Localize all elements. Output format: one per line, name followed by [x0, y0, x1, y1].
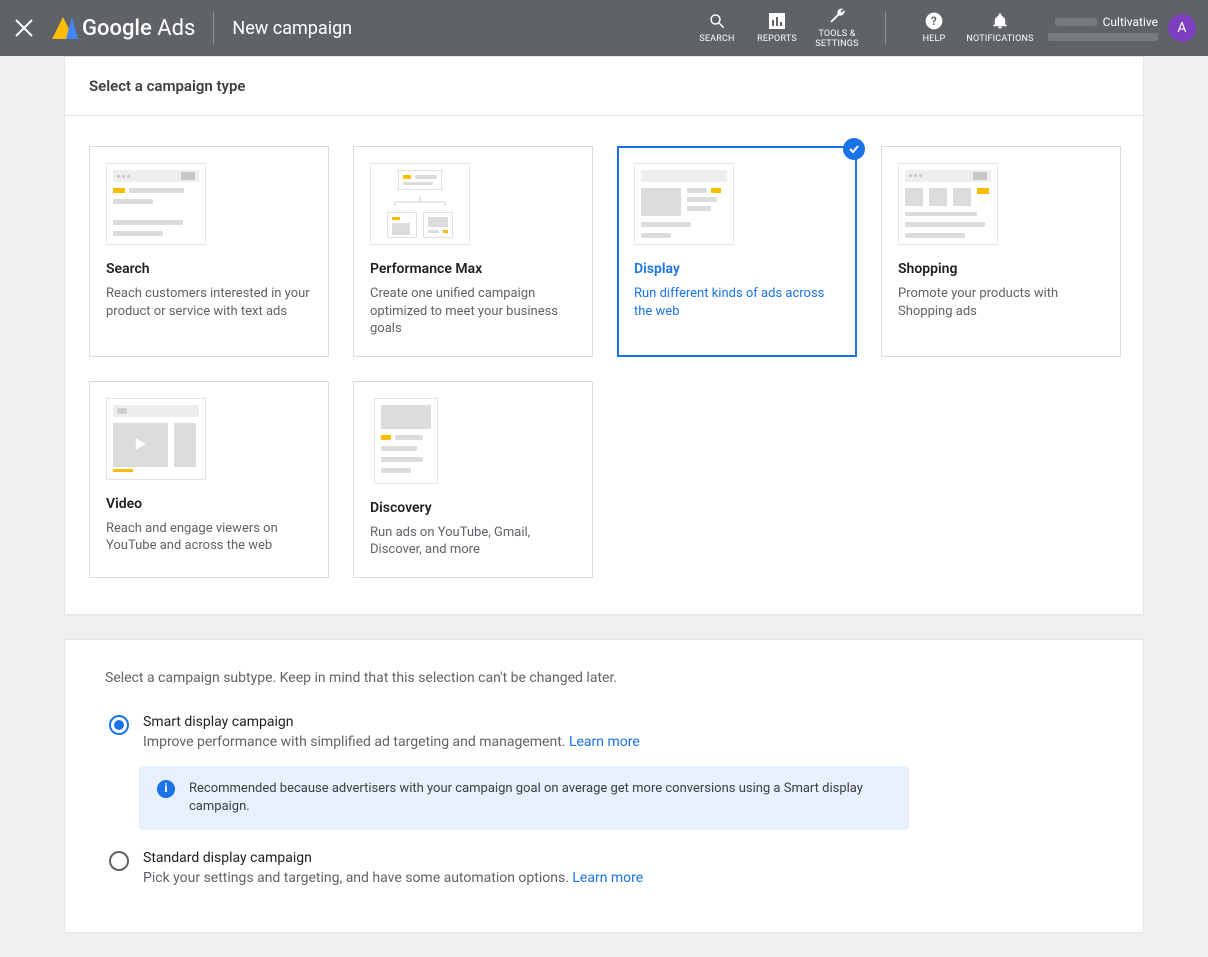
- subtype-option-standard[interactable]: Standard display campaign Pick your sett…: [109, 850, 1107, 886]
- card-title: Display: [634, 261, 840, 277]
- svg-text:?: ?: [931, 14, 937, 28]
- thumb-video: [106, 398, 206, 480]
- bell-icon: [991, 11, 1009, 31]
- notifications-button[interactable]: NOTIFICATIONS: [964, 11, 1036, 45]
- campaign-card-display[interactable]: Display Run different kinds of ads acros…: [617, 146, 857, 357]
- card-desc: Promote your products with Shopping ads: [898, 285, 1104, 320]
- reports-button[interactable]: REPORTS: [747, 11, 807, 45]
- radio-standard[interactable]: [109, 851, 129, 871]
- wrench-icon: [828, 6, 846, 26]
- brand-text: Google Ads: [82, 16, 195, 41]
- subtype-intro: Select a campaign subtype. Keep in mind …: [105, 670, 1107, 686]
- divider: [885, 12, 886, 44]
- card-title: Performance Max: [370, 261, 576, 277]
- account-info: Cultivative: [1048, 15, 1158, 41]
- thumb-search: [106, 163, 206, 245]
- card-title: Discovery: [370, 500, 576, 516]
- card-title: Search: [106, 261, 312, 277]
- brand-logo[interactable]: Google Ads: [48, 16, 195, 41]
- selected-check-icon: [843, 138, 865, 160]
- card-desc: Create one unified campaign optimized to…: [370, 285, 576, 338]
- learn-more-link[interactable]: Learn more: [569, 734, 640, 750]
- subtype-smart-title: Smart display campaign: [143, 714, 640, 730]
- search-label: SEARCH: [699, 35, 734, 45]
- close-icon[interactable]: [12, 16, 36, 40]
- recommendation-info: i Recommended because advertisers with y…: [139, 766, 909, 830]
- search-button[interactable]: SEARCH: [687, 11, 747, 45]
- account-switcher[interactable]: Cultivative A: [1048, 14, 1196, 42]
- learn-more-link[interactable]: Learn more: [572, 870, 643, 886]
- subtype-standard-title: Standard display campaign: [143, 850, 643, 866]
- card-title: Shopping: [898, 261, 1104, 277]
- account-name: Cultivative: [1103, 15, 1158, 29]
- card-desc: Reach customers interested in your produ…: [106, 285, 312, 320]
- divider: [213, 12, 214, 44]
- subtype-smart-desc: Improve performance with simplified ad t…: [143, 734, 640, 750]
- campaign-type-grid: Search Reach customers interested in you…: [65, 116, 1143, 614]
- notifications-label: NOTIFICATIONS: [966, 35, 1033, 45]
- help-label: HELP: [923, 35, 946, 45]
- tools-label: TOOLS & SETTINGS: [807, 30, 867, 50]
- campaign-card-search[interactable]: Search Reach customers interested in you…: [89, 146, 329, 357]
- subtype-standard-desc: Pick your settings and targeting, and ha…: [143, 870, 643, 886]
- thumb-pmax: [370, 163, 470, 245]
- search-icon: [708, 11, 726, 31]
- avatar[interactable]: A: [1168, 14, 1196, 42]
- campaign-subtype-panel: Select a campaign subtype. Keep in mind …: [64, 639, 1144, 933]
- campaign-card-shopping[interactable]: Shopping Promote your products with Shop…: [881, 146, 1121, 357]
- panel-title: Select a campaign type: [65, 57, 1143, 116]
- info-icon: i: [157, 780, 175, 798]
- info-text: Recommended because advertisers with you…: [189, 780, 891, 816]
- reports-icon: [768, 11, 786, 31]
- subtype-option-smart[interactable]: Smart display campaign Improve performan…: [109, 714, 1107, 750]
- tools-button[interactable]: TOOLS & SETTINGS: [807, 6, 867, 50]
- help-button[interactable]: ? HELP: [904, 11, 964, 45]
- card-desc: Run ads on YouTube, Gmail, Discover, and…: [370, 524, 576, 559]
- campaign-card-performance-max[interactable]: Performance Max Create one unified campa…: [353, 146, 593, 357]
- ads-logo-icon: [52, 17, 74, 39]
- campaign-type-panel: Select a campaign type Search Reach cust…: [64, 56, 1144, 615]
- thumb-discovery: [374, 398, 438, 484]
- card-title: Video: [106, 496, 312, 512]
- card-desc: Run different kinds of ads across the we…: [634, 285, 840, 320]
- app-header: Google Ads New campaign SEARCH REPORTS T…: [0, 0, 1208, 56]
- campaign-card-video[interactable]: Video Reach and engage viewers on YouTub…: [89, 381, 329, 578]
- card-desc: Reach and engage viewers on YouTube and …: [106, 520, 312, 555]
- radio-smart[interactable]: [109, 715, 129, 735]
- thumb-shopping: [898, 163, 998, 245]
- thumb-display: [634, 163, 734, 245]
- reports-label: REPORTS: [757, 35, 797, 45]
- page-title: New campaign: [232, 18, 352, 39]
- help-icon: ?: [924, 11, 944, 31]
- campaign-card-discovery[interactable]: Discovery Run ads on YouTube, Gmail, Dis…: [353, 381, 593, 578]
- header-tools: SEARCH REPORTS TOOLS & SETTINGS ? HELP N…: [687, 6, 1036, 50]
